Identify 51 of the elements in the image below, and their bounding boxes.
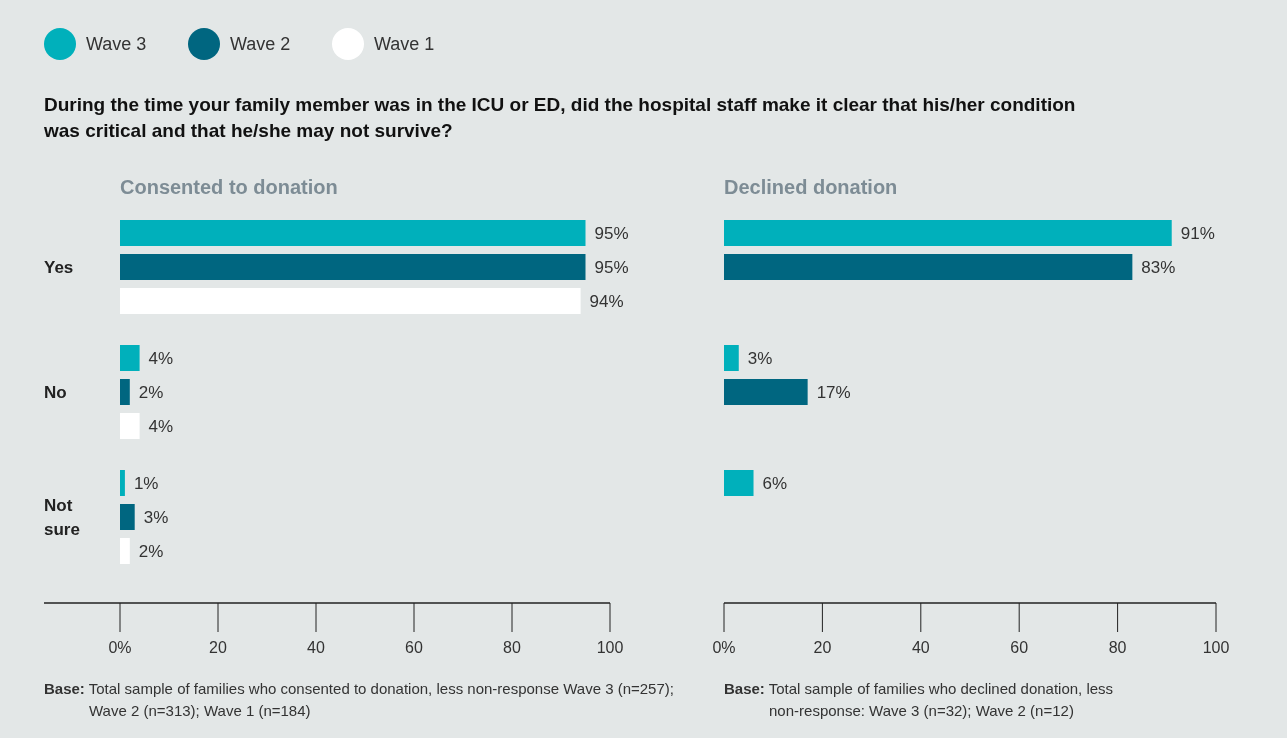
text: Base: Total sample of families who declined donation, less non-response: Wave 3 (n=32); Wave 2 (n=12): [724, 680, 1114, 719]
x-tick-label: 100: [1202, 639, 1230, 656]
x-tick-label: 40: [307, 639, 325, 656]
bar: [724, 345, 739, 371]
chart-title: Declined donation: [724, 176, 898, 198]
bar: [724, 254, 1133, 280]
bar: [120, 504, 135, 530]
data-label: 95%: [594, 258, 629, 277]
data-label: 3%: [747, 349, 773, 368]
data-label: 2%: [138, 542, 164, 561]
legend-label: Wave 3: [86, 34, 147, 54]
data-label: 2%: [138, 383, 164, 402]
x-tick-label: 40: [911, 639, 930, 656]
data-label: 4%: [148, 417, 174, 436]
y-tick-label: No: [44, 383, 67, 402]
x-tick-label: 100: [596, 639, 624, 656]
legend-label: Wave 2: [230, 34, 291, 54]
bar: [120, 470, 125, 496]
bar: [724, 379, 808, 405]
data-label: 95%: [594, 224, 629, 243]
x-tick-label: 0%: [712, 639, 736, 656]
bar: [120, 220, 586, 246]
x-tick-label: 60: [1010, 639, 1029, 656]
chart-subtitle: Consented to donation: [120, 176, 338, 198]
text: Base: Total sample of families who consented to donation, less non-response Wave 3 (n=257); Wave 2 (n=313); Wave 1 (n=184): [44, 680, 674, 719]
legend-label: Wave 1: [374, 34, 435, 54]
data-label: 83%: [1141, 258, 1176, 277]
data-label: 1%: [133, 474, 159, 493]
x-tick-label: 80: [503, 639, 521, 656]
x-tick-label: 60: [405, 639, 423, 656]
data-label: 94%: [589, 292, 624, 311]
bar: [120, 538, 130, 564]
x-tick-label: 20: [813, 639, 832, 656]
data-label: 6%: [762, 474, 788, 493]
bar: [724, 470, 754, 496]
data-label: 4%: [148, 349, 174, 368]
chart-title: During the time your family member was in the ICU or ED, did the hospital staff make it clear that his/her condition was critical and that he/she may not survive?: [43, 94, 1076, 141]
x-tick-label: 20: [209, 639, 227, 656]
bar: [724, 220, 1172, 246]
data-label: 91%: [1180, 224, 1215, 243]
bar: [120, 413, 140, 439]
bar: [120, 345, 140, 371]
data-label: 3%: [143, 508, 169, 527]
bar: [120, 379, 130, 405]
y-tick-label: Not sure: [44, 496, 80, 539]
data-label: 17%: [816, 383, 851, 402]
bar: [120, 288, 581, 314]
x-tick-label: 80: [1108, 639, 1127, 656]
y-tick-label: Yes: [44, 258, 74, 277]
x-tick-label: 0%: [108, 639, 132, 656]
bar: [120, 254, 586, 280]
